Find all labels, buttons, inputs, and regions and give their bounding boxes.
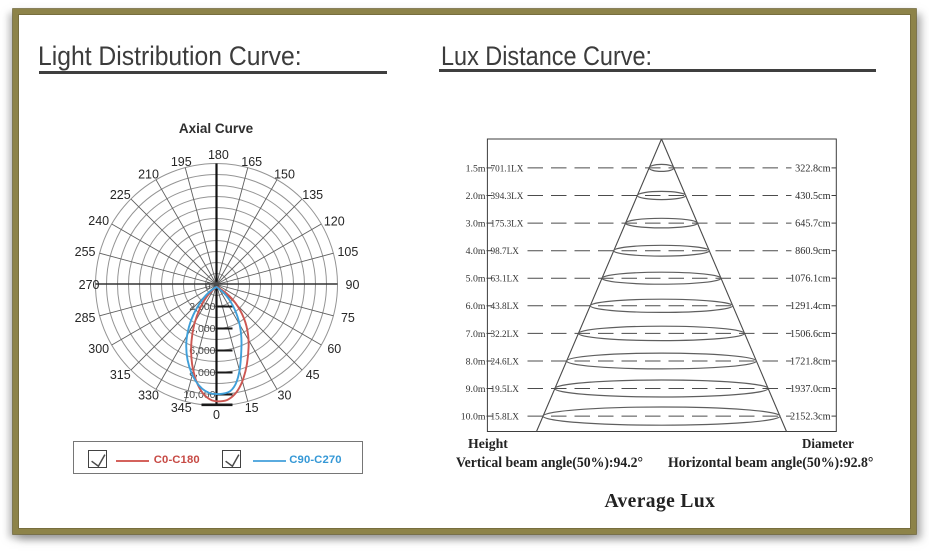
- svg-text:3.0m: 3.0m: [466, 219, 486, 230]
- svg-text:6.0m: 6.0m: [466, 301, 486, 312]
- svg-text:0: 0: [213, 408, 220, 422]
- svg-text:1721.8cm: 1721.8cm: [790, 356, 831, 367]
- svg-text:43.8LX: 43.8LX: [491, 301, 520, 311]
- svg-text:6,000: 6,000: [189, 345, 215, 357]
- svg-text:9.0m: 9.0m: [466, 384, 486, 395]
- svg-text:195: 195: [171, 155, 192, 169]
- svg-text:0: 0: [205, 281, 210, 292]
- svg-text:165: 165: [241, 155, 262, 169]
- svg-text:645.7cm: 645.7cm: [795, 219, 830, 230]
- svg-text:8.0m: 8.0m: [466, 356, 486, 367]
- svg-text:10.0m: 10.0m: [461, 412, 486, 423]
- svg-text:2152.3cm: 2152.3cm: [790, 412, 831, 423]
- svg-text:394.3LX: 394.3LX: [491, 191, 524, 201]
- svg-text:24.6LX: 24.6LX: [491, 356, 520, 366]
- svg-text:15.8LX: 15.8LX: [491, 412, 520, 422]
- svg-text:1.5m: 1.5m: [466, 163, 486, 174]
- svg-text:32.2LX: 32.2LX: [491, 329, 520, 339]
- svg-text:105: 105: [337, 245, 358, 259]
- svg-text:5.0m: 5.0m: [466, 274, 486, 285]
- svg-text:345: 345: [171, 401, 192, 415]
- svg-text:270: 270: [79, 278, 100, 292]
- svg-text:330: 330: [138, 388, 159, 402]
- svg-text:15: 15: [245, 401, 259, 415]
- svg-text:225: 225: [110, 188, 131, 202]
- svg-text:1506.6cm: 1506.6cm: [790, 329, 831, 340]
- svg-text:135: 135: [302, 188, 323, 202]
- svg-text:430.5cm: 430.5cm: [795, 191, 830, 202]
- svg-text:1937.0cm: 1937.0cm: [790, 384, 831, 395]
- svg-text:255: 255: [75, 245, 96, 259]
- svg-text:4.0m: 4.0m: [466, 246, 486, 257]
- svg-text:175.3LX: 175.3LX: [491, 219, 524, 229]
- svg-text:2.0m: 2.0m: [466, 191, 486, 202]
- svg-text:860.9cm: 860.9cm: [795, 246, 830, 257]
- svg-text:63.1LX: 63.1LX: [491, 274, 520, 284]
- svg-text:120: 120: [324, 214, 345, 228]
- svg-text:322.8cm: 322.8cm: [795, 163, 830, 174]
- svg-text:98.7LX: 98.7LX: [491, 246, 520, 256]
- svg-text:210: 210: [138, 168, 159, 182]
- svg-text:4,000: 4,000: [189, 323, 215, 335]
- svg-text:8,000: 8,000: [189, 367, 215, 379]
- svg-text:60: 60: [327, 342, 341, 356]
- svg-text:300: 300: [88, 342, 109, 356]
- svg-text:240: 240: [88, 214, 109, 228]
- svg-text:1291.4cm: 1291.4cm: [790, 301, 831, 312]
- svg-text:180: 180: [208, 148, 229, 162]
- svg-text:90: 90: [346, 278, 360, 292]
- svg-text:285: 285: [75, 311, 96, 325]
- svg-text:45: 45: [306, 368, 320, 382]
- svg-text:19.5LX: 19.5LX: [491, 384, 520, 394]
- svg-text:75: 75: [341, 311, 355, 325]
- svg-text:150: 150: [274, 168, 295, 182]
- svg-text:7.0m: 7.0m: [466, 329, 486, 340]
- svg-text:30: 30: [278, 388, 292, 402]
- svg-text:1076.1cm: 1076.1cm: [790, 274, 831, 285]
- svg-text:315: 315: [110, 368, 131, 382]
- svg-text:701.1LX: 701.1LX: [491, 163, 524, 173]
